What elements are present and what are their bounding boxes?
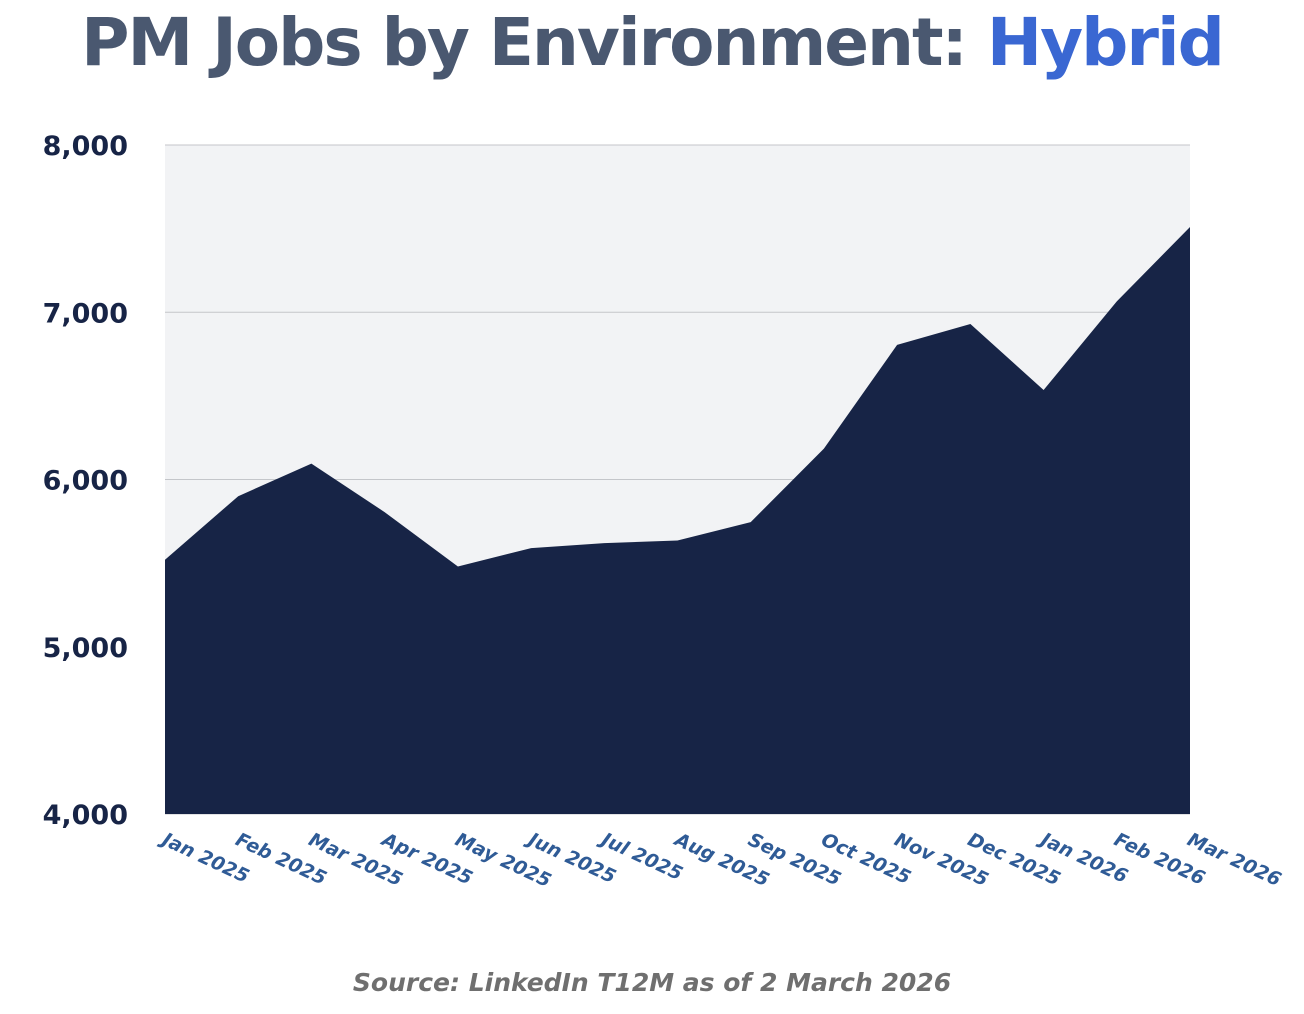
- y-tick-label: 8,000: [43, 131, 128, 162]
- chart-title-highlight: Hybrid: [986, 4, 1225, 81]
- y-tick-label: 5,000: [43, 633, 128, 664]
- chart-title-main: PM Jobs by Environment:: [81, 4, 987, 81]
- y-tick-label: 6,000: [43, 466, 128, 497]
- chart-title: PM Jobs by Environment: Hybrid: [0, 0, 1304, 92]
- y-tick-label: 4,000: [43, 800, 128, 831]
- data-area: [165, 227, 1190, 814]
- y-axis: 4,000 5,000 6,000 7,000 8,000: [43, 131, 128, 831]
- y-tick-label: 7,000: [43, 298, 128, 329]
- source-note: Source: LinkedIn T12M as of 2 March 2026: [352, 968, 952, 997]
